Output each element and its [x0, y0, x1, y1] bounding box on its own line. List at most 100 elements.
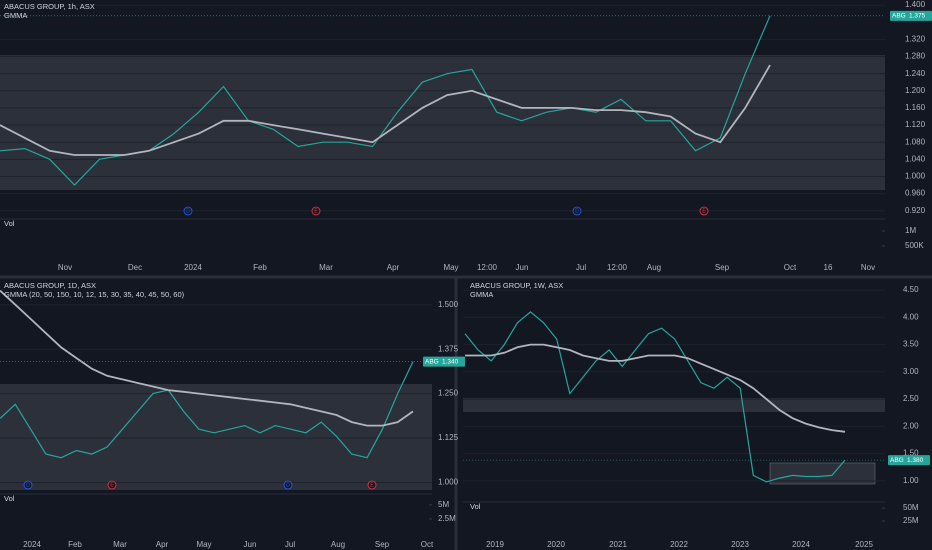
x-tick-label: Mar: [113, 540, 127, 549]
x-tick-label: Nov: [861, 263, 875, 272]
y-tick-label: 0.920: [905, 206, 926, 215]
chart-subtitle: GMMA: [470, 290, 493, 299]
event-label: E: [110, 482, 114, 488]
x-tick-label: Jun: [516, 263, 529, 272]
y-tick-label: 1.375: [438, 344, 459, 353]
x-tick-label: 12:00: [477, 263, 498, 272]
volume-tick-label: 25M: [903, 516, 919, 525]
y-tick-label: 1.200: [905, 86, 926, 95]
x-tick-label: Jun: [244, 540, 257, 549]
y-tick-label: 4.50: [903, 285, 919, 294]
volume-label: Vol: [470, 502, 481, 511]
volume-tick-label: 5M: [438, 500, 449, 509]
x-tick-label: Aug: [647, 263, 661, 272]
event-marker: [572, 206, 582, 216]
x-tick-label: Dec: [128, 263, 142, 272]
x-tick-label: Jul: [576, 263, 586, 272]
x-tick-label: Apr: [156, 540, 169, 549]
range-band: [0, 384, 432, 490]
volume-tick-label: 50M: [903, 503, 919, 512]
chart-subtitle: GMMA: [4, 11, 27, 20]
event-marker: [699, 206, 709, 216]
x-tick-label: Oct: [421, 540, 434, 549]
y-tick-label: 4.00: [903, 312, 919, 321]
y-tick-label: 1.160: [905, 103, 926, 112]
volume-label: Vol: [4, 494, 15, 503]
x-tick-label: Oct: [784, 263, 797, 272]
event-marker: [367, 480, 377, 490]
price-tag: [888, 455, 930, 466]
x-tick-label: Apr: [387, 263, 400, 272]
event-marker: [311, 206, 321, 216]
x-tick-label: Sep: [375, 540, 390, 549]
price-tag-value: 1.340: [442, 358, 459, 365]
x-tick-label: 2021: [609, 540, 627, 549]
y-tick-label: 3.50: [903, 340, 919, 349]
x-tick-label: Jul: [285, 540, 295, 549]
event-label: D: [186, 208, 190, 214]
volume-tick-label: 500K: [905, 241, 924, 250]
y-tick-label: 3.00: [903, 367, 919, 376]
x-tick-label: 2025: [855, 540, 873, 549]
x-tick-label: Nov: [58, 263, 72, 272]
volume-tick-label: 2.5M: [438, 514, 456, 523]
y-tick-label: 1.50: [903, 449, 919, 458]
price-line: [0, 361, 414, 459]
range-band: [463, 398, 885, 412]
x-tick-label: 2024: [184, 263, 202, 272]
event-marker: [183, 206, 193, 216]
x-tick-label: 2024: [23, 540, 41, 549]
price-tag: [890, 10, 932, 21]
y-tick-label: 1.080: [905, 137, 926, 146]
x-tick-label: 2023: [731, 540, 749, 549]
volume-tick-label: 1M: [905, 226, 916, 235]
y-tick-label: 2.50: [903, 394, 919, 403]
x-tick-label: Aug: [331, 540, 345, 549]
chart-title: ABACUS GROUP, 1D, ASX: [4, 281, 96, 290]
y-tick-label: 1.120: [905, 120, 926, 129]
x-tick-label: Sep: [715, 263, 730, 272]
price-tag: [423, 356, 465, 367]
volume-label: Vol: [4, 219, 15, 228]
price-tag-value: 1.375: [909, 13, 926, 20]
y-tick-label: 1.250: [438, 389, 459, 398]
price-tag-symbol: ABG: [892, 13, 906, 20]
moving-average: [0, 64, 771, 156]
x-tick-label: 16: [824, 263, 833, 272]
moving-average: [0, 289, 414, 427]
y-tick-label: 1.125: [438, 433, 459, 442]
x-tick-label: 2024: [792, 540, 810, 549]
x-tick-label: May: [443, 263, 458, 272]
x-tick-label: May: [196, 540, 211, 549]
event-marker: [23, 480, 33, 490]
y-tick-label: 2.00: [903, 421, 919, 430]
moving-average: [465, 343, 846, 433]
price-tag-symbol: ABG: [890, 457, 904, 464]
x-tick-label: Mar: [319, 263, 333, 272]
y-tick-label: 0.960: [905, 189, 926, 198]
chart-title: ABACUS GROUP, 1W, ASX: [470, 281, 563, 290]
price-line: [464, 311, 846, 483]
x-tick-label: 2020: [547, 540, 565, 549]
chart-subtitle: GMMA (20, 50, 150, 10, 12, 15, 30, 35, 4…: [4, 290, 185, 299]
x-tick-label: 12:00: [607, 263, 628, 272]
y-tick-label: 1.00: [903, 476, 919, 485]
y-tick-label: 1.000: [905, 172, 926, 181]
x-tick-label: 2019: [486, 540, 504, 549]
event-label: E: [702, 208, 706, 214]
price-tag-value: 1.380: [907, 457, 924, 464]
x-tick-label: 2022: [670, 540, 688, 549]
event-label: D: [575, 208, 579, 214]
event-label: E: [314, 208, 318, 214]
x-tick-label: Feb: [68, 540, 82, 549]
range-band: [0, 55, 885, 190]
y-tick-label: 1.000: [438, 478, 459, 487]
y-tick-label: 1.400: [905, 0, 926, 9]
price-tag-symbol: ABG: [425, 358, 439, 365]
y-tick-label: 1.500: [438, 300, 459, 309]
range-band: [769, 462, 876, 485]
y-tick-label: 1.320: [905, 35, 926, 44]
y-tick-label: 1.240: [905, 69, 926, 78]
y-tick-label: 1.040: [905, 154, 926, 163]
